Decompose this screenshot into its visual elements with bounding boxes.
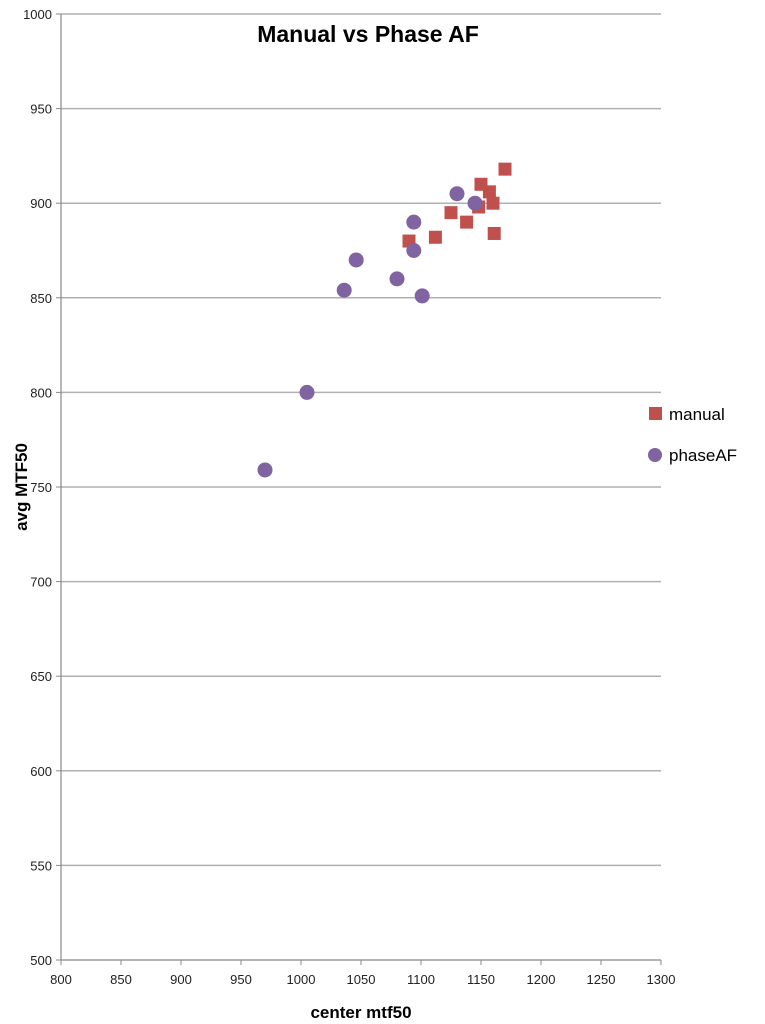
- legend-label-phaseAF: phaseAF: [669, 446, 737, 465]
- point-phaseAF: [336, 282, 352, 298]
- point-phaseAF: [467, 195, 483, 211]
- point-phaseAF: [257, 462, 273, 478]
- data-points: [257, 162, 512, 478]
- gridlines: [61, 13, 661, 867]
- point-phaseAF: [406, 243, 422, 258]
- x-tick-label: 1200: [527, 972, 556, 987]
- y-tick-label: 600: [30, 764, 52, 779]
- y-axis-label: avg MTF50: [12, 443, 31, 531]
- axes: 500 550 600 650 700 750 800 850 900 950 1000 800 850…: [23, 7, 675, 987]
- point-manual: [487, 226, 501, 240]
- legend-marker-phaseAF: [648, 448, 662, 462]
- x-tick-label: 900: [170, 972, 192, 987]
- y-tick-label: 800: [30, 385, 52, 400]
- x-tick-label: 1100: [407, 972, 435, 987]
- y-tick-label: 650: [30, 669, 52, 684]
- y-tick-label: 750: [30, 480, 52, 495]
- legend-marker-manual: [649, 407, 662, 420]
- x-tick-label: 950: [230, 972, 252, 987]
- legend-label-manual: manual: [669, 405, 725, 424]
- y-tick-label: 550: [30, 858, 52, 873]
- y-tick-label: 850: [30, 291, 52, 306]
- point-phaseAF: [348, 252, 364, 268]
- point-phaseAF: [449, 186, 465, 202]
- point-manual: [482, 185, 496, 199]
- y-tick-label: 500: [30, 953, 52, 968]
- point-manual: [486, 196, 500, 210]
- x-axis-label: center mtf50: [310, 1003, 411, 1022]
- point-phaseAF: [406, 214, 422, 230]
- x-tick-label: 1000: [287, 972, 316, 987]
- point-phaseAF: [414, 288, 430, 304]
- y-tick-label: 900: [30, 196, 52, 211]
- x-tick-label: 1300: [647, 972, 676, 987]
- x-tick-label: 1050: [347, 972, 376, 987]
- point-manual: [460, 215, 474, 229]
- point-phaseAF: [389, 271, 405, 287]
- y-tick-label: 700: [30, 575, 52, 590]
- point-manual: [498, 162, 512, 176]
- chart-title: Manual vs Phase AF: [257, 21, 479, 47]
- x-tick-label: 1250: [587, 972, 616, 987]
- y-tick-label: 1000: [23, 7, 52, 22]
- x-tick-label: 1150: [467, 972, 495, 987]
- point-manual: [444, 206, 458, 220]
- legend: manual phaseAF: [648, 405, 737, 465]
- y-tick-label: 950: [30, 102, 52, 117]
- x-tick-label: 800: [50, 972, 72, 987]
- point-manual: [428, 230, 442, 244]
- x-tick-label: 850: [110, 972, 132, 987]
- point-phaseAF: [299, 384, 315, 400]
